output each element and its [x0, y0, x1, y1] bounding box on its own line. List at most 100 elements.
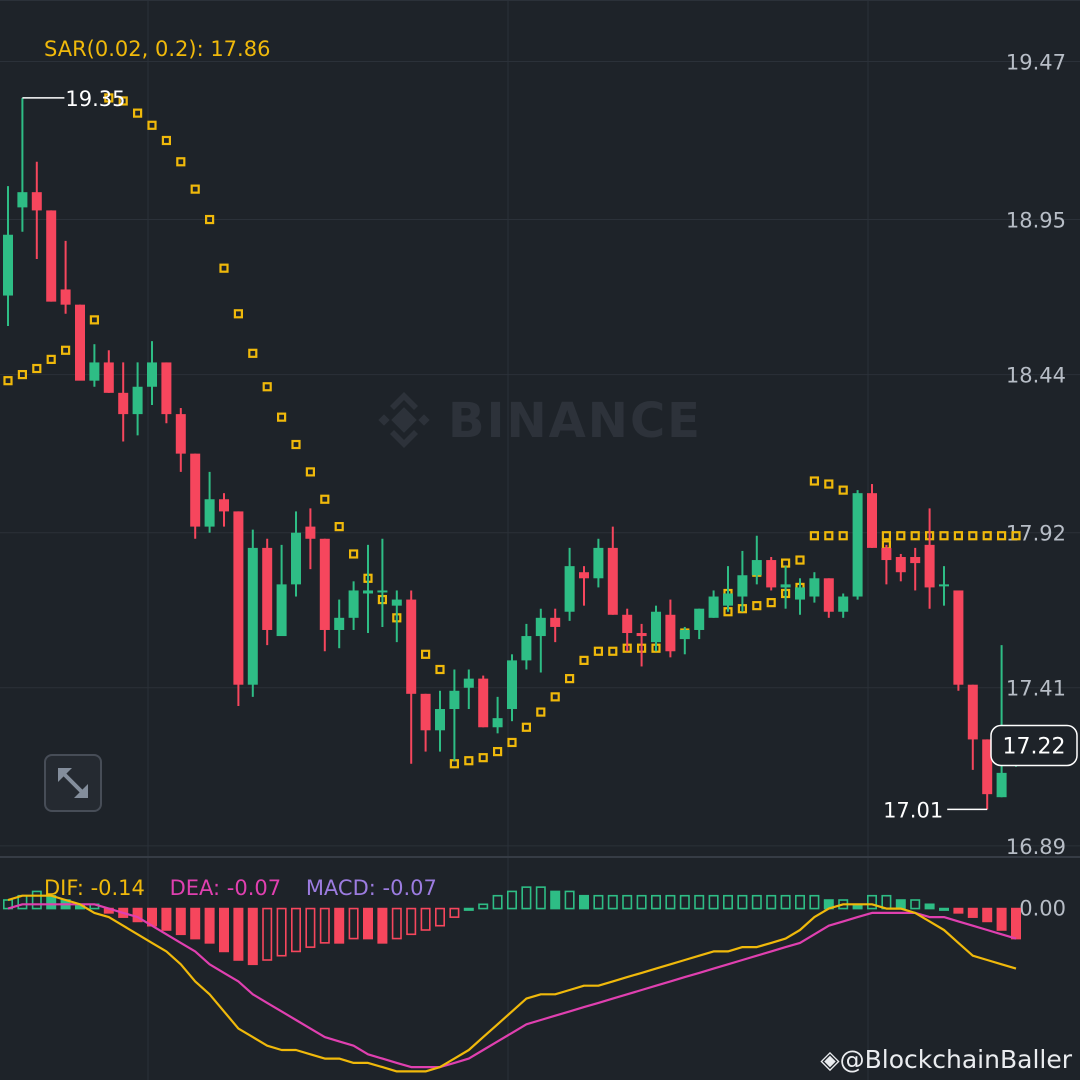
macd-bar [967, 907, 978, 918]
expand-button[interactable] [44, 754, 102, 812]
macd-bar [31, 890, 42, 910]
candle-body [406, 599, 417, 694]
sar-dot [982, 531, 992, 541]
candle-body [204, 499, 215, 527]
sar-dot [493, 746, 503, 757]
candle-body [60, 289, 71, 305]
candle-body [924, 544, 935, 588]
sar-dot [910, 531, 920, 541]
dif-line [7, 894, 1017, 1073]
macd-bar [564, 890, 575, 910]
macd-bar [391, 907, 402, 940]
sar-dot [953, 531, 964, 541]
candle-body [17, 192, 28, 208]
candle-body [651, 611, 661, 643]
price-axis: 19.47 18.95 18.44 17.92 17.41 16.89 [1006, 50, 1066, 858]
candle-body [478, 678, 489, 728]
macd-bar [650, 894, 661, 910]
sar-dot [752, 601, 762, 611]
macd-bar [895, 899, 906, 910]
high-marker-label: 19.35 [65, 87, 125, 111]
candle-body [463, 678, 474, 688]
candle-body [103, 362, 114, 393]
sar-dot [349, 549, 359, 559]
sar-dot [435, 664, 445, 675]
candle-body [867, 493, 877, 548]
macd-bar [377, 907, 388, 944]
candle-body [679, 629, 690, 640]
candle-body [910, 557, 921, 564]
macd-bar [722, 894, 733, 910]
sar-dot [896, 531, 906, 541]
sar-dot [968, 531, 978, 541]
candle-body [334, 617, 345, 630]
macd-bar [449, 907, 460, 918]
macd-bar [809, 894, 820, 910]
macd-bar [219, 907, 230, 953]
macd-tick-label: 0.00 [1019, 897, 1066, 921]
binance-diamond-icon [378, 392, 430, 448]
sar-dot [536, 707, 546, 717]
macd-bar [434, 907, 445, 927]
candle-body [175, 414, 186, 454]
sar-dot [449, 759, 459, 769]
sar-dot [579, 655, 589, 665]
candle-body [449, 690, 460, 710]
low-marker-label: 17.01 [883, 798, 943, 822]
macd-bar [780, 894, 791, 910]
macd-bar [262, 907, 273, 961]
sar-dot [478, 753, 488, 763]
sar-dot [133, 108, 143, 118]
candle-body [607, 547, 618, 615]
sar-dot [291, 439, 301, 450]
candle-body [708, 596, 719, 618]
macd-bar [794, 894, 805, 910]
candle-body [247, 547, 258, 685]
candle-body [996, 772, 1007, 798]
sar-dot [507, 737, 517, 748]
sar-dot [161, 135, 171, 146]
sar-dot [521, 722, 532, 732]
macd-bar [535, 886, 546, 910]
candle-body [579, 572, 589, 579]
candle-body [420, 693, 431, 731]
macd-bar [161, 907, 172, 931]
sar-dot [320, 494, 330, 504]
candle-body [89, 362, 100, 381]
sar-dot [881, 531, 892, 541]
macd-bar [665, 894, 676, 910]
macd-bar [679, 894, 690, 910]
candle-body [305, 526, 316, 539]
sar-dot [219, 263, 229, 273]
macd-bar [305, 907, 316, 948]
current-price-box [990, 724, 1078, 767]
sar-dot [205, 214, 215, 225]
sar-dot [60, 345, 71, 355]
candle-body [881, 547, 892, 561]
macd-bar [463, 907, 474, 911]
candle-body [507, 660, 517, 710]
candle-body [823, 578, 834, 612]
sar-dot [46, 354, 56, 364]
macd-lines [7, 894, 1017, 1073]
candle-body [75, 304, 85, 381]
sar-dot [262, 382, 272, 392]
macd-bar [348, 907, 359, 940]
sar-dot [809, 531, 820, 541]
sar-dot [809, 476, 820, 486]
macd-bar [607, 894, 618, 910]
sar-dot [766, 598, 776, 608]
sar-dot [305, 467, 315, 477]
candle-body [291, 532, 301, 585]
candle-body [665, 614, 676, 652]
sar-dot [996, 531, 1007, 541]
macd-bar [478, 903, 489, 910]
macd-bar [276, 907, 287, 957]
macd-bar [694, 894, 705, 910]
candle-body [982, 739, 993, 795]
candle-body [809, 578, 820, 597]
binance-mini-icon: ◈ [820, 1045, 840, 1074]
y-tick-label: 19.47 [1006, 50, 1066, 74]
macd-bar [593, 894, 604, 910]
sar-dot [780, 558, 791, 568]
